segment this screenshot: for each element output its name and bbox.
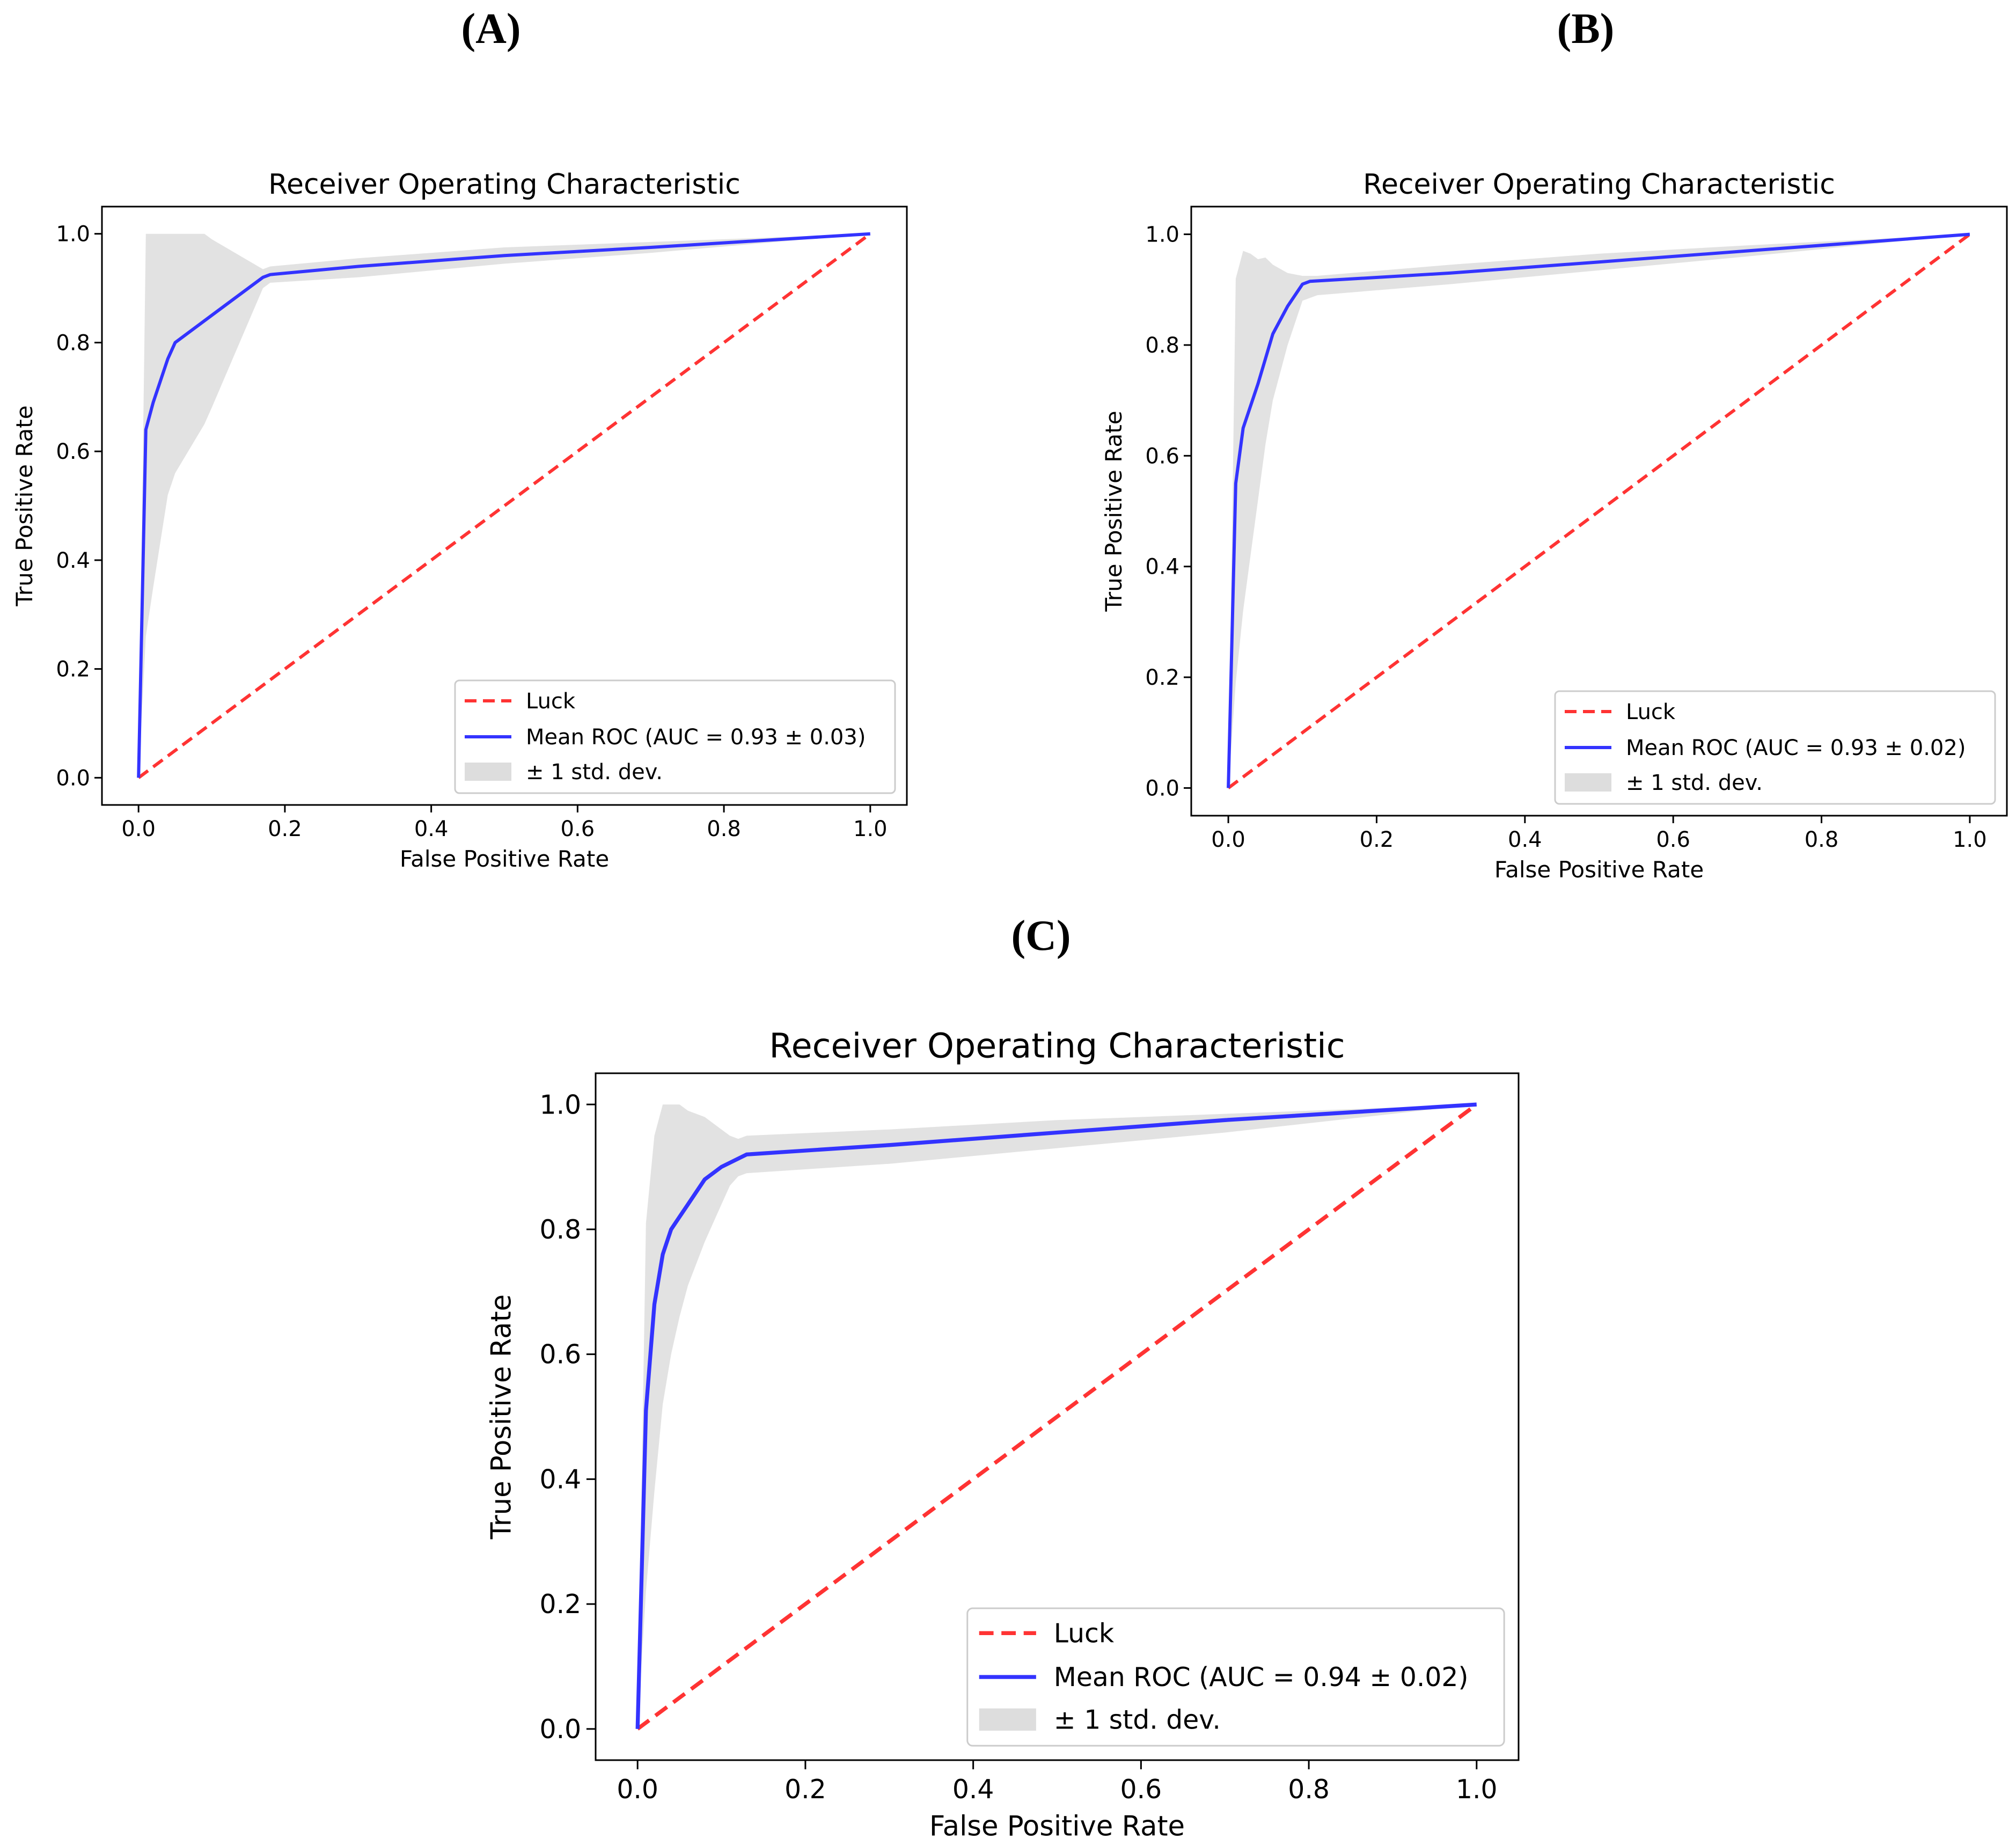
y-axis-label: True Positive Rate xyxy=(485,1294,517,1540)
y-tick-label: 0.2 xyxy=(56,657,90,682)
x-tick-label: 0.8 xyxy=(1288,1774,1330,1805)
y-tick-label: 0.0 xyxy=(1145,776,1179,801)
panel-label: (A) xyxy=(461,5,521,53)
chart-panel-1: (A) Receiver Operating Characteristic 0.0 0… xyxy=(11,5,908,872)
x-axis-label: False Positive Rate xyxy=(400,846,609,872)
x-tick-label: 0.2 xyxy=(268,817,302,841)
y-tick-label: 1.0 xyxy=(1145,223,1179,247)
y-tick-label: 0.0 xyxy=(56,766,90,790)
luck-line xyxy=(137,232,871,779)
x-tick-label: 0.4 xyxy=(414,817,449,841)
legend-band-swatch xyxy=(465,763,511,781)
y-tick-label: 1.0 xyxy=(56,222,90,247)
legend-entry: Mean ROC (AUC = 0.93 ± 0.02) xyxy=(1626,736,1966,760)
legend-entry: ± 1 std. dev. xyxy=(1626,771,1763,795)
mean-roc-line xyxy=(137,232,870,778)
y-tick-label: 0.2 xyxy=(540,1589,582,1620)
legend: Luck Mean ROC (AUC = 0.94 ± 0.02) ± 1 std.… xyxy=(966,1607,1505,1747)
legend-box xyxy=(454,679,896,794)
y-tick-label: 0.2 xyxy=(1145,665,1179,690)
mean-roc-line xyxy=(635,1102,1477,1729)
axes-frame xyxy=(595,1072,1520,1761)
y-tick-label: 0.8 xyxy=(56,331,90,355)
x-tick-label: 1.0 xyxy=(853,817,888,841)
y-tick-label: 0.6 xyxy=(56,439,90,464)
mean-roc-line xyxy=(1227,232,1970,788)
legend-entry: Mean ROC (AUC = 0.93 ± 0.03) xyxy=(526,725,866,750)
x-tick-label: 0.6 xyxy=(1120,1774,1162,1805)
y-tick-label: 0.8 xyxy=(540,1214,582,1245)
legend-box xyxy=(1554,690,1996,805)
luck-line xyxy=(1227,233,1971,789)
legend-entry: Mean ROC (AUC = 0.94 ± 0.02) xyxy=(1054,1662,1469,1693)
legend-entry: Luck xyxy=(526,689,576,714)
y-tick-label: 0.6 xyxy=(1145,444,1179,468)
x-tick-label: 0.8 xyxy=(707,817,741,841)
y-tick-label: 0.4 xyxy=(56,548,90,573)
y-axis-label: True Positive Rate xyxy=(1101,411,1127,612)
legend-entry: Luck xyxy=(1626,700,1676,724)
x-tick-label: 1.0 xyxy=(1953,827,1987,852)
legend: Luck Mean ROC (AUC = 0.93 ± 0.02) ± 1 std.… xyxy=(1554,690,1996,805)
legend-entry: ± 1 std. dev. xyxy=(526,760,663,785)
legend-entry: Luck xyxy=(1054,1618,1115,1649)
legend-box xyxy=(966,1607,1505,1747)
y-tick-label: 0.4 xyxy=(1145,555,1179,580)
std-dev-band xyxy=(1228,234,1970,788)
x-axis-label: False Positive Rate xyxy=(1494,856,1704,883)
x-tick-label: 0.4 xyxy=(1508,827,1542,852)
panel-label: (B) xyxy=(1557,5,1615,53)
x-axis-label: False Positive Rate xyxy=(929,1810,1185,1842)
std-dev-band xyxy=(138,233,870,778)
chart-title: Receiver Operating Characteristic xyxy=(769,1026,1345,1066)
legend-band-swatch xyxy=(979,1708,1036,1731)
x-tick-label: 0.0 xyxy=(1211,827,1245,852)
x-tick-label: 1.0 xyxy=(1456,1774,1498,1805)
y-axis-label: True Positive Rate xyxy=(11,405,38,606)
x-tick-label: 0.2 xyxy=(785,1774,826,1805)
chart-title: Receiver Operating Characteristic xyxy=(268,169,741,201)
x-tick-label: 0.0 xyxy=(617,1774,658,1805)
x-tick-label: 0.2 xyxy=(1360,827,1394,852)
axes-frame xyxy=(101,206,908,806)
chart-title: Receiver Operating Characteristic xyxy=(1363,169,1835,201)
x-tick-label: 0.8 xyxy=(1805,827,1839,852)
legend-band-swatch xyxy=(1565,773,1611,792)
legend: Luck Mean ROC (AUC = 0.93 ± 0.03) ± 1 std.… xyxy=(454,679,896,794)
chart-panel-3: (C) Receiver Operating Characteristic 0.0 0… xyxy=(485,912,1520,1842)
legend-entry: ± 1 std. dev. xyxy=(1054,1704,1221,1735)
panel-label: (C) xyxy=(1011,912,1071,959)
chart-panel-2: (B) Receiver Operating Characteristic 0.0 0… xyxy=(1101,5,2008,883)
x-tick-label: 0.6 xyxy=(1656,827,1690,852)
y-tick-label: 0.0 xyxy=(540,1714,582,1745)
x-tick-label: 0.6 xyxy=(561,817,595,841)
y-tick-label: 0.4 xyxy=(540,1464,582,1495)
y-tick-label: 0.6 xyxy=(540,1339,582,1370)
x-tick-label: 0.0 xyxy=(121,817,156,841)
x-tick-label: 0.4 xyxy=(952,1774,994,1805)
y-tick-label: 1.0 xyxy=(540,1089,582,1120)
y-tick-label: 0.8 xyxy=(1145,333,1179,358)
axes-frame xyxy=(1190,206,2008,817)
luck-line xyxy=(636,1103,1478,1731)
